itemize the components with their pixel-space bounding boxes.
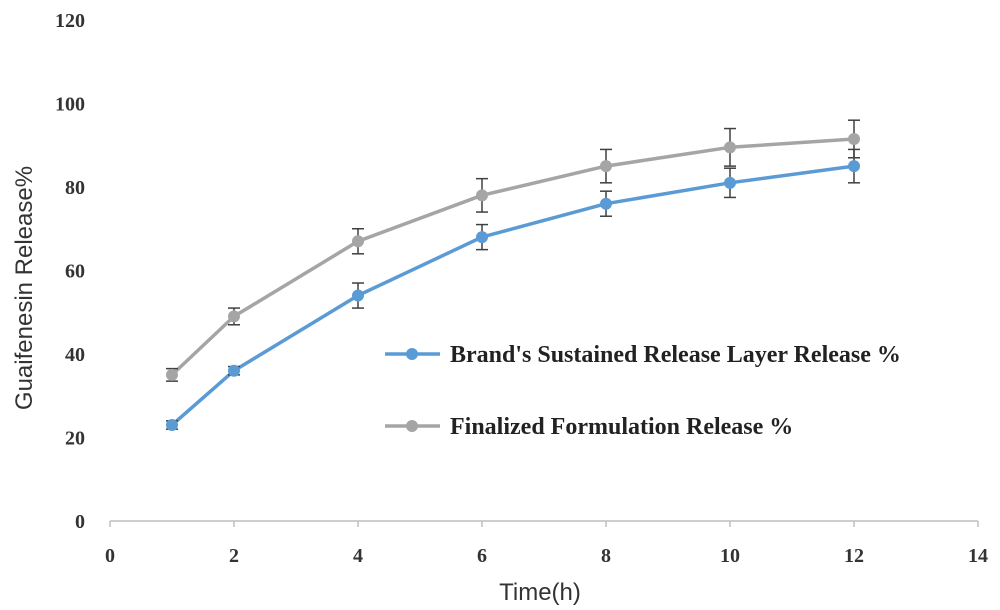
y-axis-title: Guaifenesin Release% (11, 166, 38, 410)
data-point (476, 189, 488, 202)
y-tick-label: 0 (75, 511, 85, 533)
legend-item-1: Finalized Formulation Release % (385, 414, 793, 440)
data-point (352, 235, 364, 248)
series-0 (166, 148, 860, 431)
data-point (724, 176, 736, 189)
data-point (848, 132, 860, 145)
chart-axes: 0 2 4 6 8 10 12 14 0 20 40 60 80 100 120 (55, 10, 988, 567)
x-tick-label: 0 (105, 545, 115, 567)
x-tick-label: 2 (229, 545, 239, 567)
series-line (170, 164, 855, 427)
y-tick-label: 60 (65, 261, 85, 283)
legend-item-0: Brand's Sustained Release Layer Release … (385, 342, 901, 368)
x-tick-label: 14 (968, 545, 988, 567)
data-point (600, 197, 612, 210)
x-tick-label: 10 (720, 545, 740, 567)
data-point (166, 368, 178, 381)
legend-label: Brand's Sustained Release Layer Release … (450, 342, 901, 368)
x-tick-label: 6 (477, 545, 487, 567)
data-point (228, 364, 240, 377)
chart-legend: Brand's Sustained Release Layer Release … (385, 342, 901, 440)
data-point (724, 141, 736, 154)
data-point (848, 160, 860, 173)
x-axis-title: Time(h) (499, 579, 581, 606)
y-tick-label: 20 (65, 428, 85, 450)
y-tick-label: 40 (65, 344, 85, 366)
series-1 (166, 119, 860, 382)
y-tick-label: 100 (55, 94, 85, 116)
legend-swatch-marker (406, 420, 418, 432)
data-point (352, 289, 364, 302)
data-point (166, 418, 178, 431)
x-tick-label: 4 (353, 545, 363, 567)
legend-label: Finalized Formulation Release % (450, 414, 793, 440)
data-point (476, 231, 488, 244)
chart-series (166, 119, 860, 431)
data-point (228, 310, 240, 323)
y-tick-label: 80 (65, 177, 85, 199)
data-point (600, 160, 612, 173)
legend-swatch-marker (406, 348, 418, 360)
y-tick-label: 120 (55, 10, 85, 32)
x-tick-label: 8 (601, 545, 611, 567)
x-tick-label: 12 (844, 545, 864, 567)
series-line (170, 137, 855, 377)
